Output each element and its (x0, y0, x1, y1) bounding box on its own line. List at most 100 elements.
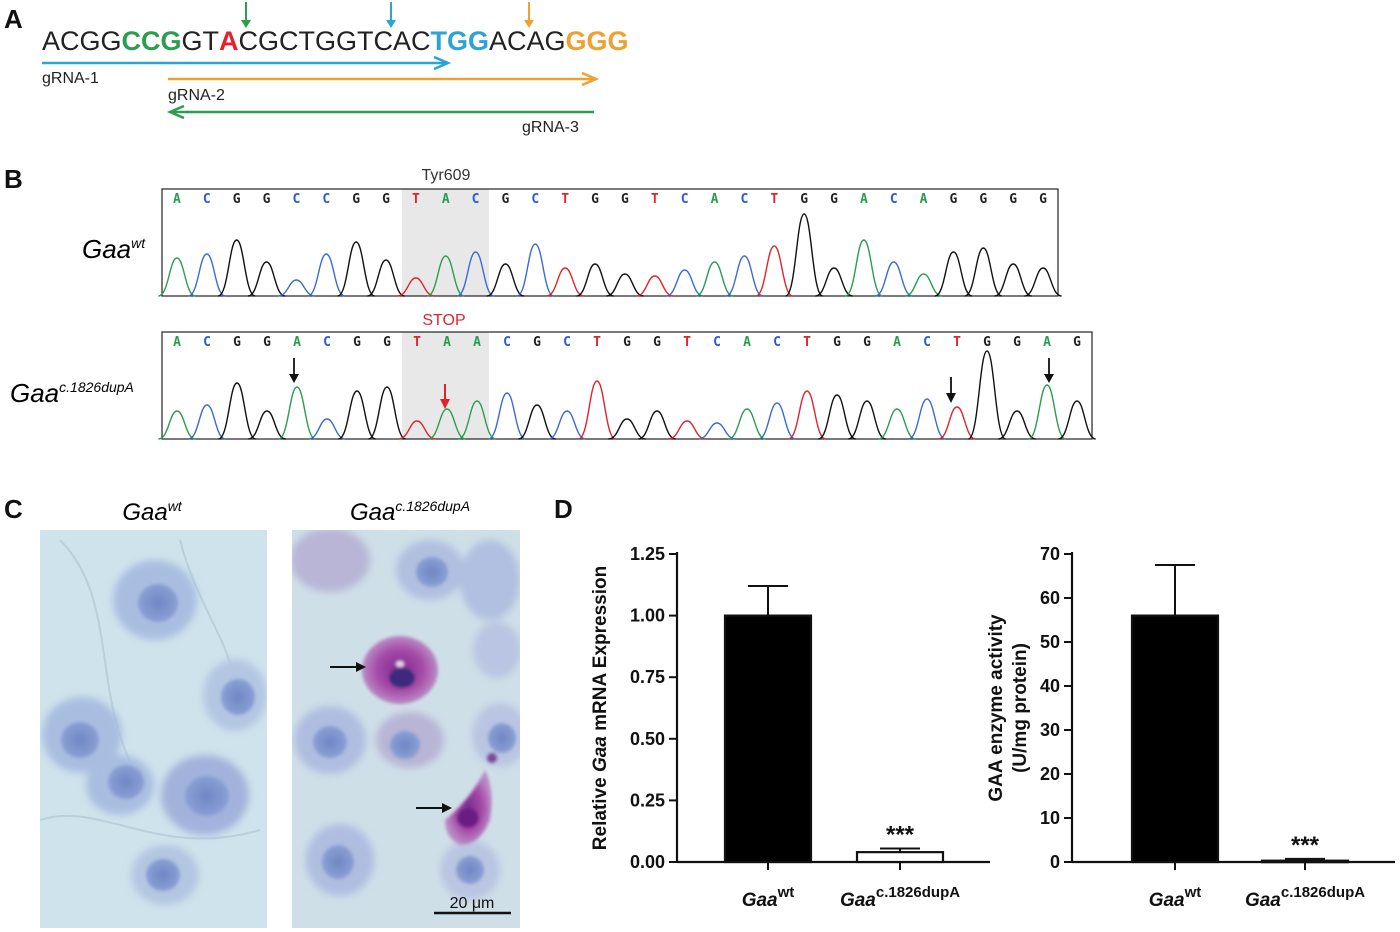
trace-peak (636, 275, 674, 297)
wt-micrograph (40, 530, 267, 928)
trace-peak (878, 408, 916, 440)
sequence-segment: GGG (566, 26, 629, 56)
trace-peak (938, 406, 976, 440)
trace-peak (608, 418, 646, 440)
trace-peak (486, 263, 525, 297)
trace-peak (516, 243, 555, 297)
base-call: A (293, 335, 301, 350)
base-call: C (923, 335, 931, 350)
base-call: C (203, 335, 211, 350)
x-tick-label: Gaac.1826dupA (1245, 884, 1365, 911)
panel-letter-a: A (4, 4, 23, 34)
trace-peak (217, 239, 256, 297)
trace-peak (548, 410, 586, 440)
panel-letter-d: D (554, 494, 573, 524)
base-call: G (383, 335, 391, 350)
trace-peak (398, 420, 436, 440)
chart-enzyme-activity: 0 10 20 30 40 50 60 70 Gaawt Gaac.1826dupA *** GAA … (986, 544, 1395, 911)
trace-peak (788, 390, 826, 440)
y-tick-label: 0 (1050, 852, 1060, 872)
base-call: G (502, 192, 510, 207)
base-call: A (860, 192, 868, 207)
trace-peak (247, 261, 286, 297)
base-call: G (653, 335, 661, 350)
grna-1-label: gRNA-1 (42, 70, 99, 87)
trace-peak (337, 241, 375, 297)
trace-peak (848, 400, 886, 440)
cut-site-arrow-orange (524, 2, 534, 28)
bar (723, 614, 813, 864)
trace-peak (338, 390, 376, 440)
trace-peak (187, 253, 226, 297)
mut-arrow-3 (1044, 358, 1054, 383)
base-call: G (983, 335, 991, 350)
y-tick-label: 70 (1040, 544, 1060, 564)
trace-peak (248, 410, 286, 440)
trace-peak (994, 263, 1032, 297)
trace-peak (458, 400, 496, 440)
sequence-segment: CCG (122, 26, 182, 56)
y-axis-title-line1: GAA enzyme activity (986, 614, 1007, 802)
base-call: T (561, 192, 569, 207)
cut-site-arrow-green (241, 2, 251, 28)
trace-peak (606, 273, 644, 297)
trace-peak (758, 402, 796, 440)
base-call: T (953, 335, 961, 350)
base-call: T (651, 192, 659, 207)
y-tick-label: 0.50 (630, 729, 665, 749)
pas-cell-arrow-2 (416, 803, 452, 813)
base-call: G (979, 192, 987, 207)
trace-peak (755, 245, 794, 297)
trace-peak (784, 213, 824, 297)
base-call: A (443, 335, 451, 350)
trace-peak (428, 408, 466, 440)
panel-letter-c: C (4, 494, 23, 524)
base-call: C (681, 192, 689, 207)
trace-peak (668, 420, 706, 440)
base-call: G (833, 335, 841, 350)
y-tick-label: 0.75 (630, 667, 665, 687)
base-call: G (1013, 335, 1021, 350)
y-tick-label: 10 (1040, 808, 1060, 828)
base-call: G (1039, 192, 1047, 207)
sequence-segment: ACAG (489, 26, 566, 56)
panel-c: Gaawt Gaac.1826dupA (40, 498, 520, 928)
mut-arrow-2 (946, 377, 956, 403)
y-tick-label: 1.25 (630, 544, 665, 564)
trace-peak (278, 386, 316, 440)
trace-peak (1028, 384, 1066, 440)
trace-peak (1024, 267, 1062, 297)
trace-peak (576, 263, 614, 297)
y-tick-label: 0.25 (630, 790, 665, 810)
base-call: C (713, 335, 721, 350)
base-call: G (533, 335, 541, 350)
trace-peak (367, 259, 405, 297)
base-call: A (920, 192, 928, 207)
target-sequence: ACGGCCGGTACGCTGGTCACTGGACAGGGG (42, 26, 629, 56)
trace-peak (426, 255, 465, 297)
trace-peak (728, 408, 766, 440)
panel-b: Gaawt Tyr609 A C G G C C G G T A C G C T G G T C A C T G G A C A G… (10, 167, 1096, 440)
trace-peak (368, 386, 406, 440)
trace-peak (695, 261, 734, 297)
chart-mrna-expression: 0.00 0.25 0.50 0.75 1.00 1.25 Gaawt Gaac.1826du… (590, 544, 990, 911)
bar (855, 851, 945, 864)
trace-peak (397, 277, 435, 297)
trace-peak (665, 269, 704, 297)
base-call: G (263, 335, 271, 350)
trace-peak (908, 398, 946, 440)
base-call: T (770, 192, 778, 207)
mut-micrograph: 20 μm (292, 530, 520, 928)
base-call: G (623, 335, 631, 350)
trace-peak (518, 404, 556, 440)
trace-peak (818, 394, 856, 440)
y-tick-label: 50 (1040, 632, 1060, 652)
trace-peak (638, 410, 676, 440)
base-call: C (322, 192, 330, 207)
y-tick-label: 40 (1040, 676, 1060, 696)
y-axis-title: Relative Gaa mRNA Expression (590, 566, 611, 850)
trace-peak (488, 392, 526, 440)
sequence-segment: ACGG (42, 26, 122, 56)
y-tick-label: 30 (1040, 720, 1060, 740)
base-call: G (233, 335, 241, 350)
